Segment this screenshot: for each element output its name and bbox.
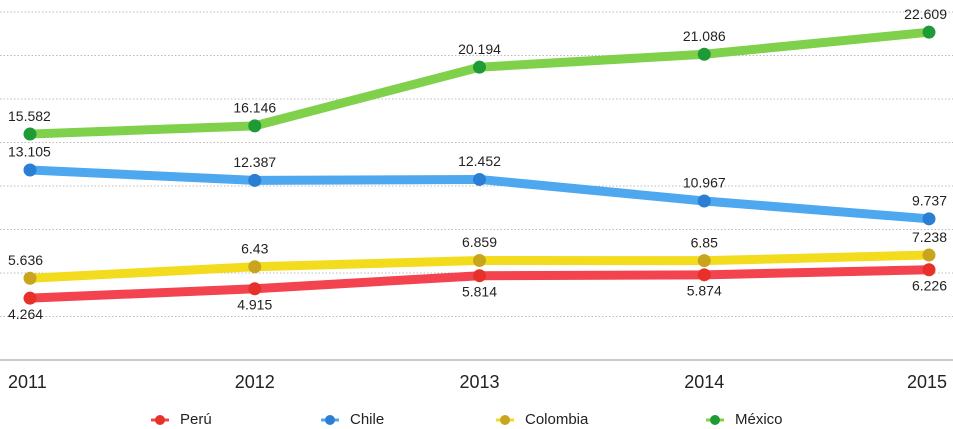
data-label: 5.814 bbox=[462, 283, 497, 299]
data-label: 6.226 bbox=[912, 277, 947, 293]
data-label: 10.967 bbox=[683, 175, 726, 191]
data-label: 20.194 bbox=[458, 41, 501, 57]
legend-label: Chile bbox=[350, 411, 384, 428]
x-tick-label: 2014 bbox=[684, 372, 724, 392]
x-tick-label: 2012 bbox=[235, 372, 275, 392]
data-label: 4.264 bbox=[8, 306, 43, 322]
data-label: 12.387 bbox=[233, 154, 276, 170]
data-label: 4.915 bbox=[237, 296, 272, 312]
point-marker bbox=[23, 163, 37, 177]
data-label: 7.238 bbox=[912, 229, 947, 245]
point-marker bbox=[248, 282, 262, 296]
legend-swatch bbox=[500, 415, 510, 425]
point-marker bbox=[922, 25, 936, 39]
point-marker bbox=[248, 173, 262, 187]
data-label: 13.105 bbox=[8, 144, 51, 160]
point-marker bbox=[23, 127, 37, 141]
data-label: 6.859 bbox=[462, 234, 497, 250]
point-marker bbox=[697, 268, 711, 282]
point-marker bbox=[697, 194, 711, 208]
x-tick-label: 2015 bbox=[907, 372, 947, 392]
point-marker bbox=[922, 263, 936, 277]
point-marker bbox=[23, 271, 37, 285]
point-marker bbox=[922, 212, 936, 226]
legend-label: Perú bbox=[180, 411, 212, 428]
data-label: 16.146 bbox=[233, 100, 276, 116]
data-label: 12.452 bbox=[458, 153, 501, 169]
point-marker bbox=[23, 291, 37, 305]
point-marker bbox=[473, 60, 486, 74]
point-marker bbox=[248, 260, 262, 274]
point-marker bbox=[922, 248, 936, 262]
point-marker bbox=[248, 119, 262, 133]
x-tick-label: 2013 bbox=[459, 372, 499, 392]
legend-swatch bbox=[710, 415, 720, 425]
data-label: 6.43 bbox=[241, 240, 268, 256]
x-tick-label: 2011 bbox=[8, 372, 47, 392]
data-label: 5.874 bbox=[687, 283, 722, 299]
legend-label: México bbox=[735, 411, 783, 428]
data-label: 15.582 bbox=[8, 108, 51, 124]
point-marker bbox=[697, 47, 711, 61]
point-marker bbox=[473, 172, 486, 186]
point-marker bbox=[473, 269, 486, 283]
data-label: 21.086 bbox=[683, 28, 726, 44]
legend-label: Colombia bbox=[525, 411, 589, 428]
data-label: 9.737 bbox=[912, 193, 947, 209]
legend-swatch bbox=[325, 415, 335, 425]
data-label: 6.85 bbox=[691, 234, 718, 250]
point-marker bbox=[697, 254, 711, 268]
point-marker bbox=[473, 254, 486, 268]
legend-swatch bbox=[155, 415, 165, 425]
data-label: 22.609 bbox=[904, 6, 947, 22]
data-label: 5.636 bbox=[8, 252, 43, 268]
